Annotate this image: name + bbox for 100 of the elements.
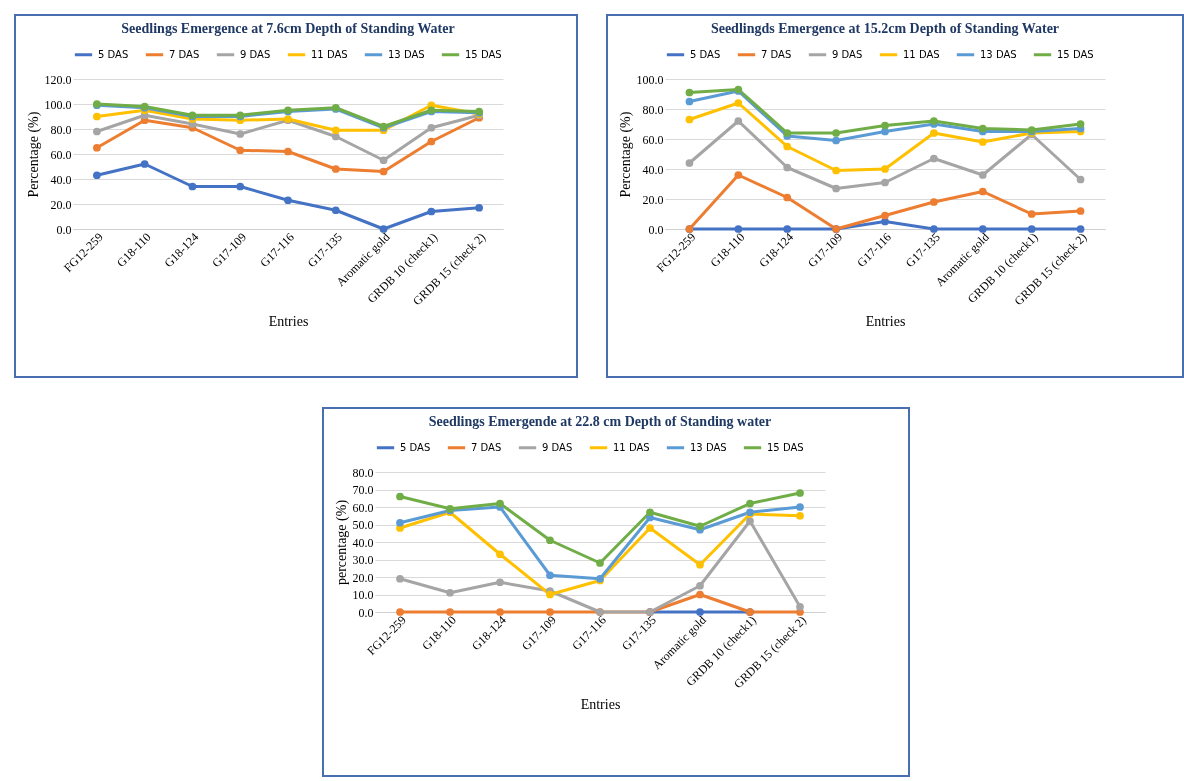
point — [746, 499, 754, 508]
point — [746, 517, 754, 525]
point — [978, 138, 987, 146]
point — [546, 571, 554, 580]
y-axis-title: Percentage (%) — [617, 111, 634, 198]
point — [881, 211, 889, 220]
y-axis-title: Percentage (%) — [25, 111, 42, 198]
y-tick-label: 70.0 — [352, 483, 374, 497]
point — [546, 536, 554, 545]
chart-title: Seedlings Emergence at 7.6cm Depth of Standing Water — [121, 21, 455, 36]
point — [685, 88, 694, 97]
legend-label: 13 DAS — [690, 441, 727, 453]
y-tick-label: 20.0 — [642, 192, 664, 207]
point — [475, 203, 483, 212]
point — [1076, 175, 1085, 184]
y-tick-label: 60.0 — [50, 147, 72, 162]
point — [379, 167, 388, 176]
y-tick-label: 60.0 — [352, 500, 374, 515]
point — [646, 524, 654, 532]
y-axis-title: percentage (%) — [333, 499, 350, 586]
point — [496, 499, 504, 508]
x-axis-title: Entries — [580, 697, 621, 713]
point — [236, 130, 245, 138]
point — [734, 225, 743, 233]
legend-label: 11 DAS — [311, 48, 348, 60]
legend-label: 13 DAS — [388, 48, 425, 60]
point — [236, 182, 245, 191]
point — [796, 489, 804, 497]
point — [696, 560, 704, 569]
point — [140, 160, 149, 168]
point — [1027, 210, 1036, 218]
point — [930, 129, 938, 137]
point — [796, 602, 804, 611]
x-axis-title: Entries — [865, 314, 906, 330]
point — [832, 129, 840, 137]
legend-label: 9 DAS — [832, 48, 863, 60]
point — [734, 171, 743, 179]
y-tick-label: 0.0 — [56, 222, 72, 237]
chart-title: Seedlings Emergende at 22.8 cm Depth of Standing water — [428, 414, 772, 429]
point — [396, 574, 404, 583]
point — [832, 184, 840, 193]
y-tick-label: 100.0 — [44, 97, 72, 112]
point — [734, 99, 743, 107]
y-tick-label: 40.0 — [352, 535, 374, 550]
point — [1027, 225, 1036, 233]
legend-label: 13 DAS — [980, 48, 1017, 60]
point — [496, 608, 504, 616]
point — [284, 196, 292, 205]
point — [446, 608, 454, 616]
point — [546, 608, 554, 616]
point — [427, 207, 436, 216]
point — [1076, 225, 1085, 233]
point — [881, 165, 889, 173]
legend-label: 11 DAS — [613, 441, 650, 453]
point — [93, 127, 101, 136]
point — [783, 163, 792, 172]
point — [930, 225, 938, 233]
legend-label: 15 DAS — [767, 441, 804, 453]
point — [978, 171, 987, 179]
point — [1076, 120, 1085, 128]
point — [881, 178, 889, 187]
point — [396, 518, 404, 527]
y-tick-label: 80.0 — [642, 102, 664, 117]
point — [496, 578, 504, 587]
point — [427, 123, 436, 132]
point — [696, 590, 704, 599]
point — [446, 588, 454, 597]
point — [783, 193, 792, 202]
chart-title: Seedlingds Emergence at 15.2cm Depth of Standing Water — [710, 21, 1060, 36]
y-tick-label: 100.0 — [636, 72, 664, 87]
legend-label: 5 DAS — [98, 48, 129, 60]
point — [331, 206, 340, 215]
y-tick-label: 30.0 — [352, 553, 374, 567]
point — [379, 225, 388, 233]
point — [832, 136, 840, 145]
point — [93, 171, 101, 180]
point — [379, 156, 388, 165]
point — [930, 154, 938, 163]
point — [930, 198, 938, 206]
point — [783, 142, 792, 151]
y-tick-label: 10.0 — [352, 588, 374, 602]
legend-label: 7 DAS — [471, 441, 502, 453]
x-axis-title: Entries — [268, 314, 309, 330]
point — [188, 182, 197, 191]
y-tick-label: 50.0 — [352, 518, 374, 532]
point — [696, 581, 704, 590]
point — [546, 590, 554, 599]
legend-label: 7 DAS — [169, 48, 200, 60]
legend-label: 9 DAS — [542, 441, 573, 453]
y-tick-label: 60.0 — [642, 132, 664, 147]
y-tick-label: 20.0 — [352, 570, 374, 585]
point — [685, 115, 694, 124]
point — [685, 159, 694, 167]
point — [427, 137, 436, 146]
point — [796, 503, 804, 511]
point — [396, 492, 404, 501]
point — [881, 121, 889, 130]
point — [832, 166, 840, 175]
point — [236, 146, 245, 155]
y-tick-label: 20.0 — [50, 197, 72, 212]
